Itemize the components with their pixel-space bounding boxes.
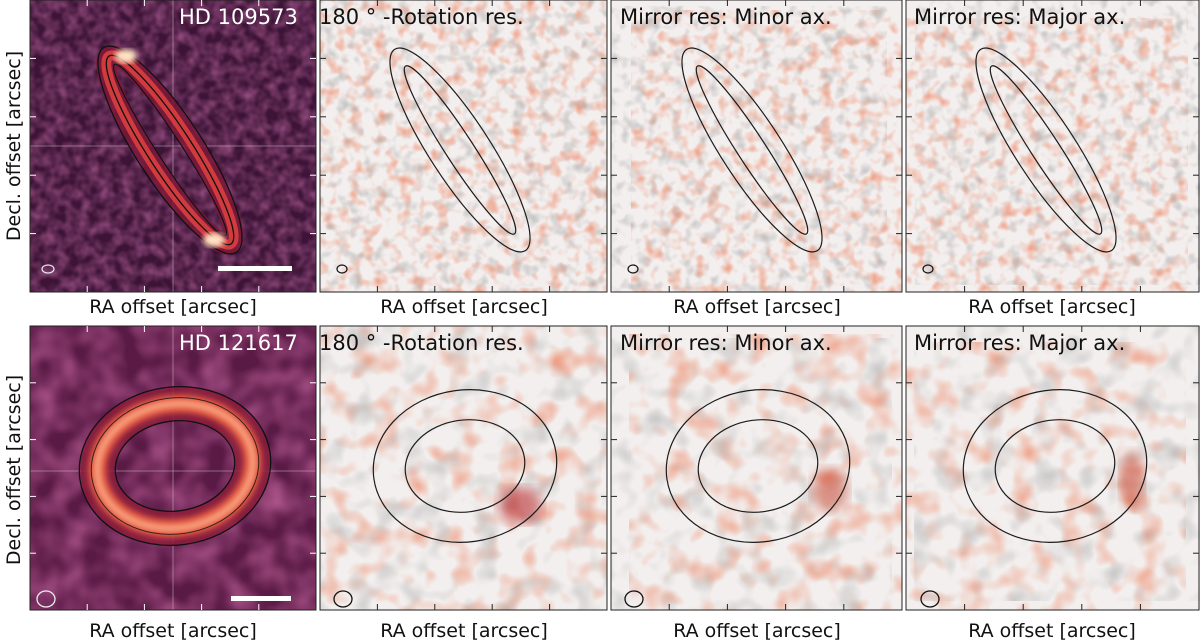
panel-frame [29,325,317,611]
xlabel: RA offset [arcsec] [380,620,548,642]
panel-title-rotation-hd121617: 180 ° -Rotation res. [319,331,524,355]
panel-residual-minor-hd121617 [611,326,902,610]
panel-title-minor-hd121617: Mirror res: Minor ax. [620,331,832,355]
xlabel: RA offset [arcsec] [89,296,257,318]
panel-residual-major-hd109573 [906,0,1200,292]
row1-ylabel: Decl. offset [arcsec] [3,51,25,241]
panel-frame [610,325,903,611]
xlabel: RA offset [arcsec] [673,620,841,642]
panel-title-major-hd109573: Mirror res: Major ax. [914,5,1125,29]
panel-title-minor-hd109573: Mirror res: Minor ax. [620,5,832,29]
xlabel: RA offset [arcsec] [673,296,841,318]
panel-frame [905,0,1200,293]
panel-title-major-hd121617: Mirror res: Major ax. [914,331,1125,355]
panel-frame [905,325,1200,611]
xlabel: RA offset [arcsec] [89,620,257,642]
panel-residual-minor-hd109573 [611,0,902,292]
panel-image-hd121617 [30,326,316,610]
panel-title-rotation-hd109573: 180 ° -Rotation res. [319,5,524,29]
panel-residual-major-hd121617 [906,326,1200,610]
xlabel: RA offset [arcsec] [968,620,1136,642]
row2-ylabel: Decl. offset [arcsec] [3,375,25,565]
xlabel: RA offset [arcsec] [968,296,1136,318]
panel-title-star-hd109573: HD 109573 [179,5,298,29]
panel-frame [319,325,608,611]
panel-frame [610,0,903,293]
axis-ticks [30,0,1199,610]
panel-frame [29,0,317,293]
panel-residual-rotation-hd121617 [320,326,607,610]
panel-image-hd109573 [30,0,316,292]
panel-title-star-hd121617: HD 121617 [179,331,298,355]
xlabel: RA offset [arcsec] [380,296,548,318]
panel-residual-rotation-hd109573 [320,0,607,292]
panel-frame [319,0,608,293]
